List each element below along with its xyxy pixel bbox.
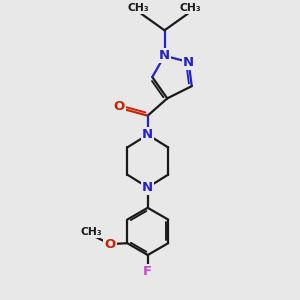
Text: F: F xyxy=(143,265,152,278)
Text: O: O xyxy=(104,238,116,250)
Text: CH₃: CH₃ xyxy=(128,3,149,13)
Text: N: N xyxy=(183,56,194,69)
Text: N: N xyxy=(142,128,153,141)
Text: CH₃: CH₃ xyxy=(81,227,102,237)
Text: N: N xyxy=(142,181,153,194)
Text: CH₃: CH₃ xyxy=(180,3,201,13)
Text: O: O xyxy=(113,100,125,113)
Text: N: N xyxy=(159,49,170,62)
